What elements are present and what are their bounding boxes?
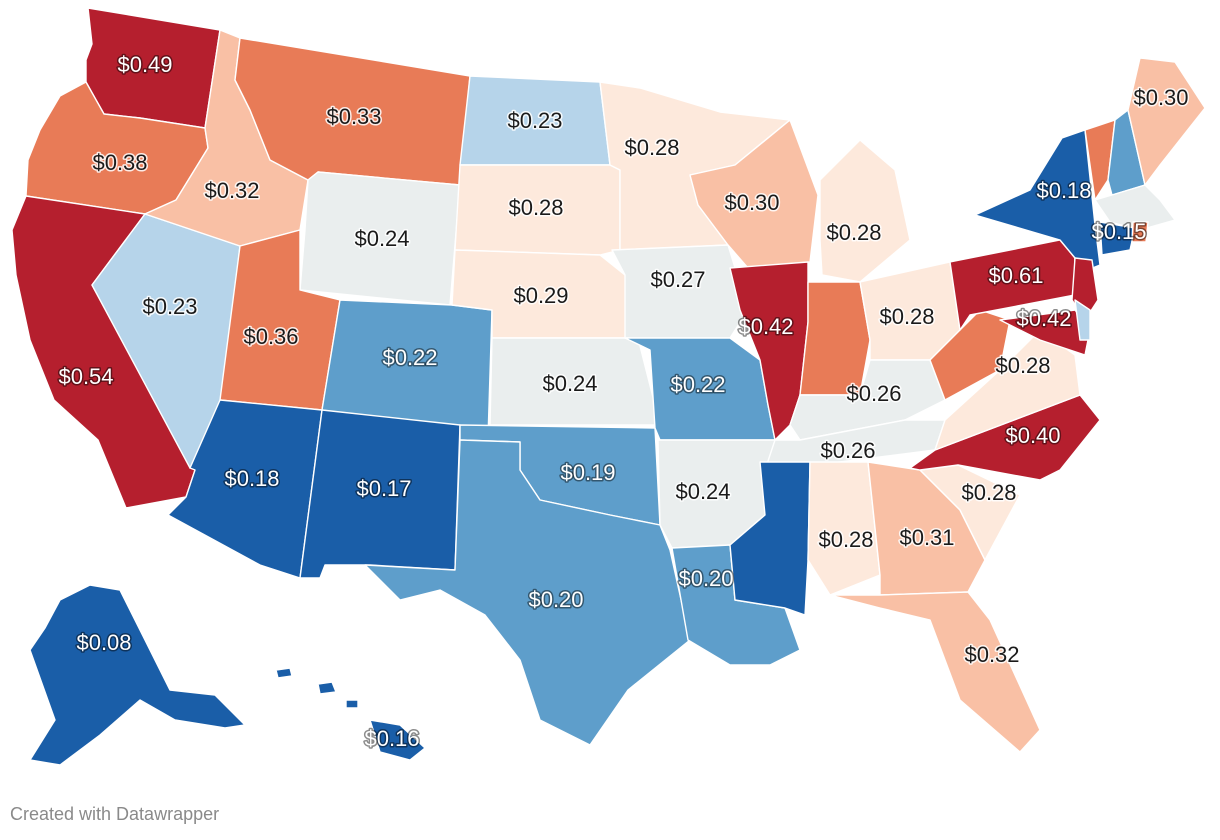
labels-layer: $0.49 $0.38 $0.54 $0.23 $0.32 $0.33 $0.24 $0.36…: [57, 50, 1190, 752]
value-label-ok: $0.19: [560, 460, 615, 485]
state-ny[interactable]: [974, 129, 1101, 276]
state-hi[interactable]: [369, 719, 426, 761]
state-tx[interactable]: [364, 439, 691, 746]
state-nc[interactable]: [909, 394, 1101, 481]
value-label-ca: $0.54: [58, 364, 113, 389]
value-label-mi: $0.28: [826, 220, 881, 245]
state-ct[interactable]: [1099, 221, 1136, 256]
states-layer: [11, 7, 1206, 766]
state-ri[interactable]: [1131, 221, 1149, 243]
value-label-me: $0.30: [1133, 85, 1188, 110]
value-label-ny: $0.18: [1036, 178, 1091, 203]
state-wi[interactable]: [689, 119, 819, 269]
value-label-ky: $0.26: [846, 381, 901, 406]
value-label-nm: $0.17: [356, 476, 411, 501]
value-label-mo: $0.22: [670, 372, 725, 397]
value-label-nv: $0.23: [142, 294, 197, 319]
state-al[interactable]: [807, 461, 881, 596]
state-fl[interactable]: [829, 591, 1041, 753]
value-label-oh: $0.28: [879, 304, 934, 329]
value-label-sd: $0.28: [508, 195, 563, 220]
state-hi-island-3[interactable]: [345, 699, 359, 709]
state-ma[interactable]: [1094, 184, 1176, 231]
value-label-co: $0.22: [382, 345, 437, 370]
value-label-wy: $0.24: [354, 226, 409, 251]
state-co[interactable]: [321, 299, 493, 439]
value-label-il: $0.42: [738, 314, 793, 339]
state-de[interactable]: [1074, 299, 1091, 341]
value-label-or: $0.38: [92, 150, 147, 175]
value-label-sc: $0.28: [961, 480, 1016, 505]
value-label-la: $0.20: [678, 566, 733, 591]
value-label-ne: $0.29: [513, 283, 568, 308]
value-label-tn: $0.26: [820, 438, 875, 463]
value-label-va: $0.28: [995, 353, 1050, 378]
credit-text[interactable]: Created with Datawrapper: [10, 804, 220, 824]
value-label-nd: $0.23: [507, 108, 562, 133]
value-label-pa: $0.61: [988, 263, 1043, 288]
value-label-ks: $0.24: [542, 371, 597, 396]
value-label-az: $0.18: [224, 466, 279, 491]
value-label-wa: $0.49: [117, 52, 172, 77]
value-label-tx: $0.20: [528, 587, 583, 612]
state-mi[interactable]: [819, 139, 911, 283]
value-label-ak: $0.08: [76, 630, 131, 655]
state-md[interactable]: [999, 309, 1091, 356]
state-in[interactable]: [799, 281, 871, 396]
value-label-ut: $0.36: [243, 324, 298, 349]
value-label-mn: $0.28: [624, 135, 679, 160]
value-label-ia: $0.27: [650, 267, 705, 292]
value-label-fl: $0.32: [964, 642, 1019, 667]
state-hi-island-2[interactable]: [317, 681, 337, 695]
value-label-id: $0.32: [204, 178, 259, 203]
value-label-ct: $0.15: [1091, 219, 1146, 244]
value-label-ar: $0.24: [675, 479, 730, 504]
state-hi-island-1[interactable]: [275, 667, 293, 679]
value-label-wi: $0.30: [724, 190, 779, 215]
value-label-hi: $0.16: [364, 726, 419, 751]
value-label-nc: $0.40: [1005, 423, 1060, 448]
state-ak[interactable]: [29, 584, 246, 766]
value-label-mt: $0.33: [326, 104, 381, 129]
value-label-md: $0.42: [1016, 306, 1071, 331]
value-label-al: $0.28: [818, 527, 873, 552]
value-label-ga: $0.31: [899, 525, 954, 550]
